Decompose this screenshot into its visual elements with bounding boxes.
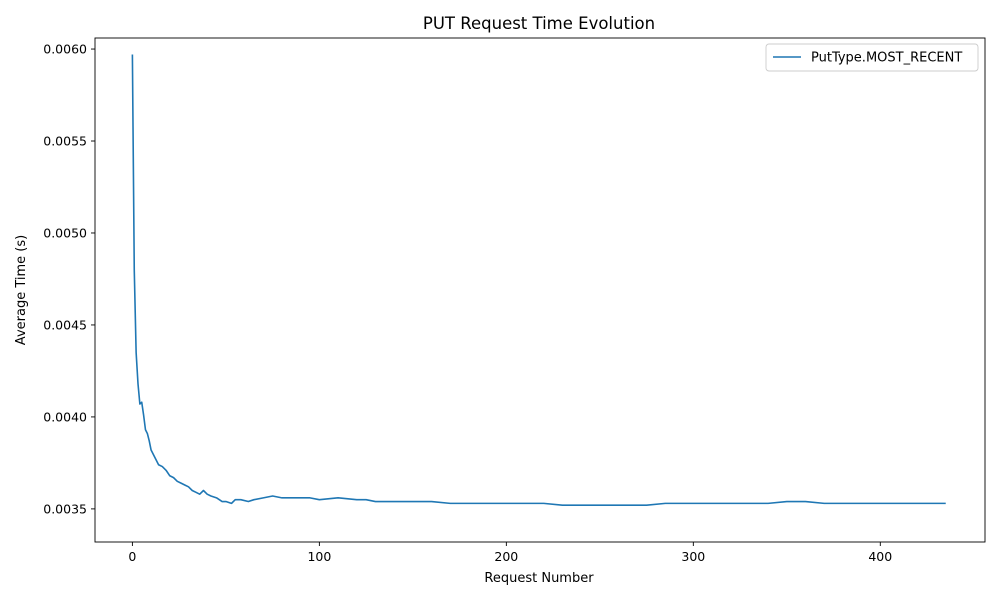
x-tick-label: 0 (128, 549, 136, 564)
y-tick-label: 0.0035 (43, 501, 87, 516)
y-axis-label: Average Time (s) (14, 235, 29, 345)
legend: PutType.MOST_RECENT (765, 43, 979, 72)
y-tick-label: 0.0045 (43, 317, 87, 332)
x-axis-label: Request Number (484, 571, 594, 586)
chart-title: PUT Request Time Evolution (423, 14, 655, 33)
legend-label: PutType.MOST_RECENT (811, 51, 962, 66)
y-axis: 0.0035 0.0040 0.0045 0.0050 0.0055 0.0060 (43, 42, 95, 516)
y-tick-label: 0.0040 (43, 409, 87, 424)
x-tick-label: 300 (681, 549, 705, 564)
x-tick-label: 400 (868, 549, 892, 564)
y-tick-label: 0.0055 (43, 134, 87, 149)
x-tick-label: 100 (307, 549, 331, 564)
series-line-most-recent (131, 54, 946, 507)
plot-area-frame (94, 37, 986, 543)
legend-box (765, 43, 979, 72)
y-tick-label: 0.0050 (43, 225, 87, 240)
x-tick-label: 200 (494, 549, 518, 564)
y-tick-label: 0.0060 (43, 42, 87, 57)
x-axis: 0 100 200 300 400 (128, 542, 892, 564)
